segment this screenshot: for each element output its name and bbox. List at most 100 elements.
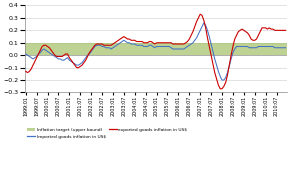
Bar [74, 43, 76, 55]
Bar [170, 43, 172, 55]
Bar [54, 43, 56, 55]
Bar [186, 43, 188, 55]
Bar [77, 43, 79, 55]
Bar [248, 43, 250, 55]
Bar [219, 43, 221, 55]
Bar [63, 43, 65, 55]
Bar [203, 43, 205, 55]
Bar [250, 43, 252, 55]
Bar [218, 43, 219, 55]
Bar [114, 43, 116, 55]
Bar [225, 43, 226, 55]
Bar [177, 43, 179, 55]
Bar [258, 43, 259, 55]
Bar [30, 43, 32, 55]
Bar [254, 43, 255, 55]
Bar [210, 43, 212, 55]
Bar [143, 43, 145, 55]
Bar [161, 43, 163, 55]
Bar [212, 43, 214, 55]
Bar [27, 43, 28, 55]
Bar [150, 43, 152, 55]
Bar [232, 43, 234, 55]
Bar [188, 43, 190, 55]
Bar [68, 43, 70, 55]
Bar [48, 43, 50, 55]
Bar [59, 43, 61, 55]
Bar [172, 43, 174, 55]
Bar [57, 43, 59, 55]
Bar [134, 43, 136, 55]
Bar [243, 43, 245, 55]
Bar [205, 43, 206, 55]
Bar [259, 43, 261, 55]
Bar [76, 43, 77, 55]
Bar [154, 43, 156, 55]
Bar [194, 43, 196, 55]
Bar [127, 43, 128, 55]
Bar [39, 43, 41, 55]
Bar [199, 43, 201, 55]
Bar [245, 43, 246, 55]
Bar [272, 43, 274, 55]
Bar [147, 43, 148, 55]
Bar [28, 43, 30, 55]
Bar [283, 43, 285, 55]
Bar [268, 43, 270, 55]
Bar [166, 43, 168, 55]
Bar [67, 43, 68, 55]
Bar [137, 43, 139, 55]
Bar [179, 43, 181, 55]
Bar [88, 43, 90, 55]
Bar [265, 43, 267, 55]
Bar [103, 43, 105, 55]
Bar [281, 43, 283, 55]
Bar [241, 43, 243, 55]
Bar [101, 43, 103, 55]
Bar [236, 43, 238, 55]
Bar [65, 43, 67, 55]
Bar [229, 43, 230, 55]
Bar [246, 43, 248, 55]
Bar [185, 43, 186, 55]
Bar [83, 43, 85, 55]
Bar [230, 43, 232, 55]
Bar [252, 43, 254, 55]
Bar [238, 43, 239, 55]
Bar [234, 43, 236, 55]
Bar [50, 43, 52, 55]
Bar [99, 43, 101, 55]
Bar [36, 43, 38, 55]
Bar [270, 43, 272, 55]
Bar [94, 43, 96, 55]
Bar [159, 43, 161, 55]
Bar [90, 43, 92, 55]
Bar [130, 43, 132, 55]
Bar [176, 43, 177, 55]
Bar [34, 43, 36, 55]
Bar [116, 43, 117, 55]
Bar [278, 43, 279, 55]
Bar [96, 43, 97, 55]
Bar [216, 43, 218, 55]
Bar [209, 43, 210, 55]
Bar [108, 43, 110, 55]
Bar [206, 43, 209, 55]
Bar [105, 43, 107, 55]
Bar [152, 43, 154, 55]
Bar [56, 43, 57, 55]
Bar [79, 43, 81, 55]
Bar [45, 43, 47, 55]
Bar [276, 43, 278, 55]
Bar [145, 43, 147, 55]
Bar [223, 43, 225, 55]
Bar [261, 43, 263, 55]
Bar [70, 43, 72, 55]
Bar [285, 43, 287, 55]
Legend: Inflation target (upper bound), Imported goods inflation in US$, exported goods : Inflation target (upper bound), Imported… [27, 128, 187, 139]
Bar [255, 43, 258, 55]
Bar [52, 43, 54, 55]
Bar [197, 43, 199, 55]
Bar [181, 43, 183, 55]
Bar [274, 43, 276, 55]
